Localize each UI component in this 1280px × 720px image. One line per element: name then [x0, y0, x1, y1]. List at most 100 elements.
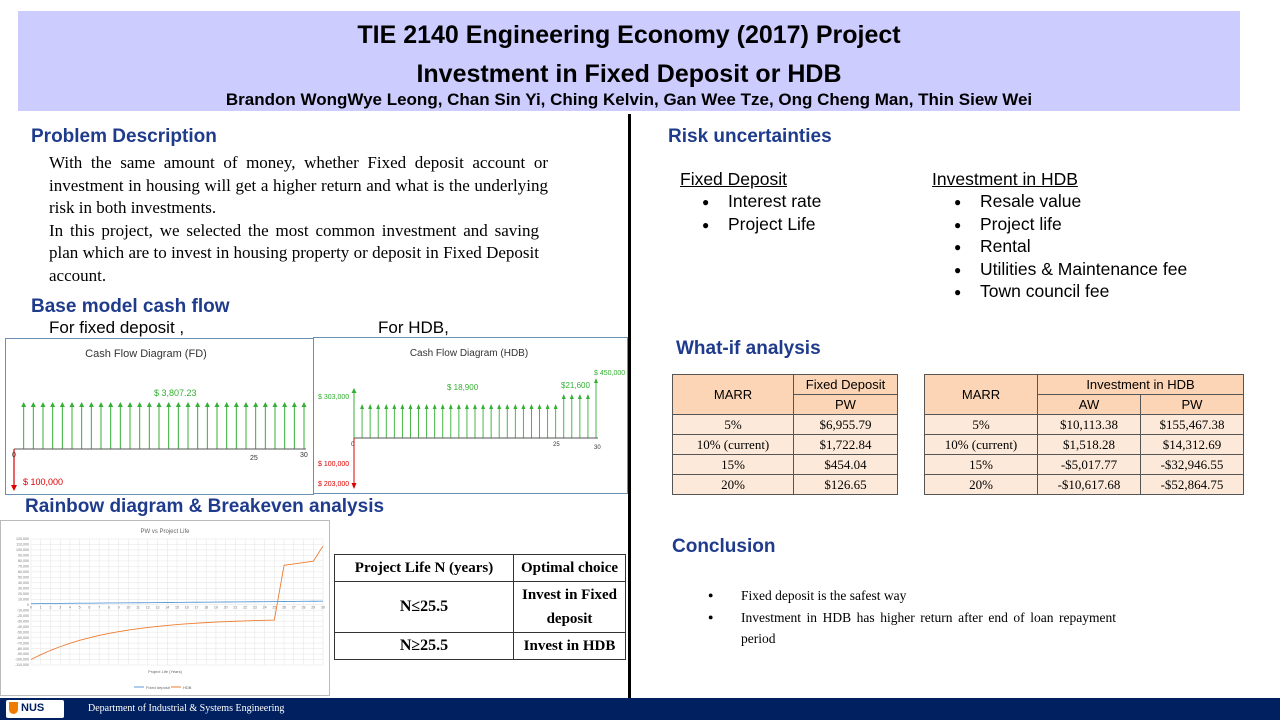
- x-tick-label: 15: [175, 606, 179, 610]
- conclusion-item: ● Investment in HDB has higher return af…: [706, 607, 1116, 649]
- risk-hdb-item: Rental: [932, 235, 1252, 258]
- rainbow-grid: 120,000110,000100,00090,00080,00070,0006…: [15, 537, 325, 667]
- hdb-pw-line: [30, 545, 324, 660]
- fd-receipt-arrowhead: [156, 402, 162, 407]
- x-tick-label: 19: [214, 606, 218, 610]
- whatif-fd-pw-cell: $1,722.84: [793, 434, 898, 455]
- x-tick-label: 6: [88, 606, 90, 610]
- hdb-receipt-arrowhead: [408, 404, 413, 409]
- fd-receipt-arrowhead: [204, 402, 210, 407]
- hdb-receipt-arrowhead: [464, 404, 469, 409]
- fd-cash-flow-svg: Cash Flow Diagram (FD) $ 3,807.23 $ 100,…: [11, 348, 308, 491]
- x-tick-label: 14: [165, 606, 169, 610]
- whatif-fd-table: MARR Fixed Deposit PW 5% $6,955.79 10% (c…: [672, 374, 898, 495]
- fd-diagram-title: Cash Flow Diagram (FD): [85, 348, 207, 360]
- whatif-hdb-subheader-row: AW PW: [925, 394, 1244, 415]
- fd-receipt-arrows: [21, 402, 307, 449]
- hdb-rental-label: $ 18,900: [447, 383, 479, 392]
- rainbow-chart: PW vs Project Life 120,000 110,000 100,000…: [0, 520, 330, 696]
- fd-outflow-label: $ 100,000: [23, 477, 63, 487]
- fd-label: For fixed deposit ,: [49, 318, 185, 337]
- x-tick-label: 3: [59, 606, 61, 610]
- whatif-fd-marr-cell: 20%: [672, 474, 794, 495]
- hdb-inflow-label: $ 303,000: [318, 394, 349, 401]
- legend-hdb-label: HDB: [183, 685, 192, 690]
- y-tick-label: 70,000: [18, 565, 29, 569]
- x-tick-label: 26: [282, 606, 286, 610]
- whatif-hdb-aw-cell: -$5,017.77: [1037, 454, 1141, 475]
- y-tick-label: 10,000: [18, 597, 29, 601]
- fd-receipt-arrowhead: [146, 402, 152, 407]
- fd-receipt-label: $ 3,807.23: [154, 388, 197, 398]
- rainbow-lines: [30, 545, 324, 660]
- x-tick-label: 28: [302, 606, 306, 610]
- hdb-label: For HDB,: [378, 318, 449, 337]
- fd-tick-0: 0: [12, 452, 16, 459]
- whatif-hdb-aw-cell: -$10,617.68: [1037, 474, 1141, 495]
- risk-hdb-column: Investment in HDB Resale value Project l…: [932, 168, 1252, 303]
- hdb-inflow-arrowhead: [351, 388, 357, 393]
- problem-title: Problem Description: [31, 126, 217, 147]
- risk-fd-item: Interest rate: [680, 190, 920, 213]
- fd-receipt-arrowhead: [127, 402, 133, 407]
- fd-receipt-arrowhead: [40, 402, 46, 407]
- y-tick-label: -50,000: [17, 630, 29, 634]
- risk-title: Risk uncertainties: [668, 126, 832, 147]
- conclusion-item-text: Fixed deposit is the safest way: [741, 588, 907, 603]
- table-row: 10% (current) $1,518.28 $14,312.69: [924, 434, 1244, 455]
- fd-tick-25: 25: [250, 455, 258, 462]
- whatif-hdb-pw-cell: -$32,946.55: [1140, 454, 1244, 475]
- y-tick-label: -40,000: [17, 625, 29, 629]
- whatif-hdb-aw-cell: $1,518.28: [1037, 434, 1141, 455]
- hdb-receipt-arrowhead: [440, 404, 445, 409]
- whatif-fd-pw-header: PW: [793, 394, 898, 415]
- column-divider: [628, 114, 631, 698]
- x-tick-label: 23: [253, 606, 257, 610]
- fd-receipt-arrowhead: [59, 402, 65, 407]
- problem-text: With the same amount of money, whether F…: [49, 152, 548, 287]
- whatif-hdb-pw-cell: -$52,864.75: [1140, 474, 1244, 495]
- whatif-hdb-pw-cell: $155,467.38: [1140, 414, 1244, 435]
- hdb-tick-30: 30: [594, 445, 601, 451]
- fd-receipt-arrowhead: [175, 402, 181, 407]
- breakeven-row: N≥25.5 Invest in HDB: [334, 632, 626, 660]
- y-tick-label: -90,000: [17, 652, 29, 656]
- fd-cash-flow-diagram: Cash Flow Diagram (FD) $ 3,807.23 $ 100,…: [5, 338, 314, 495]
- x-tick-label: 22: [243, 606, 247, 610]
- hdb-receipt-arrowhead: [497, 404, 502, 409]
- rainbow-chart-svg: PW vs Project Life 120,000110,000100,000…: [15, 529, 325, 690]
- risk-hdb-list: Resale value Project life Rental Utiliti…: [932, 190, 1252, 303]
- x-tick-label: 8: [108, 606, 110, 610]
- breakeven-header-choice: Optimal choice: [513, 554, 626, 582]
- hdb-receipt-arrowhead: [585, 394, 590, 399]
- whatif-hdb-marr-cell: 15%: [924, 454, 1038, 475]
- whatif-hdb-marr-cell: 5%: [924, 414, 1038, 435]
- x-tick-label: 30: [321, 606, 325, 610]
- fd-receipt-arrowhead: [282, 402, 288, 407]
- hdb-receipt-arrowhead: [416, 404, 421, 409]
- whatif-hdb-aw-cell: $10,113.38: [1037, 414, 1141, 435]
- whatif-fd-pw-cell: $6,955.79: [793, 414, 898, 435]
- risk-hdb-item: Utilities & Maintenance fee: [932, 258, 1252, 280]
- table-row: 20% -$10,617.68 -$52,864.75: [924, 474, 1244, 495]
- whatif-fd-header-row: MARR Fixed Deposit: [672, 374, 898, 415]
- whatif-fd-pw-cell: $126.65: [793, 474, 898, 495]
- hdb-receipt-arrowhead: [577, 394, 582, 399]
- hdb-receipt-arrowhead: [537, 404, 542, 409]
- rainbow-xlabel: Project Life (Years): [148, 669, 183, 674]
- y-tick-label: 90,000: [18, 554, 29, 558]
- fd-receipt-arrowhead: [166, 402, 172, 407]
- breakeven-row: N≤25.5 Invest in Fixed deposit: [334, 581, 626, 633]
- breakeven-header-row: Project Life N (years) Optimal choice: [334, 554, 626, 582]
- risk-fd-title: Fixed Deposit: [680, 169, 787, 189]
- conclusion-list: ● Fixed deposit is the safest way ● Inve…: [706, 585, 1116, 649]
- fd-receipt-arrowhead: [233, 402, 239, 407]
- y-tick-label: -110,000: [15, 663, 29, 667]
- table-row: 15% -$5,017.77 -$32,946.55: [924, 454, 1244, 475]
- problem-para2: In this project, we selected the most co…: [49, 220, 539, 285]
- base-model-title: Base model cash flow: [31, 296, 230, 317]
- table-row: 10% (current) $1,722.84: [672, 434, 898, 455]
- problem-para1: With the same amount of money, whether F…: [49, 153, 548, 217]
- x-tick-label: 24: [263, 606, 267, 610]
- hdb-receipt-arrowhead: [594, 378, 598, 383]
